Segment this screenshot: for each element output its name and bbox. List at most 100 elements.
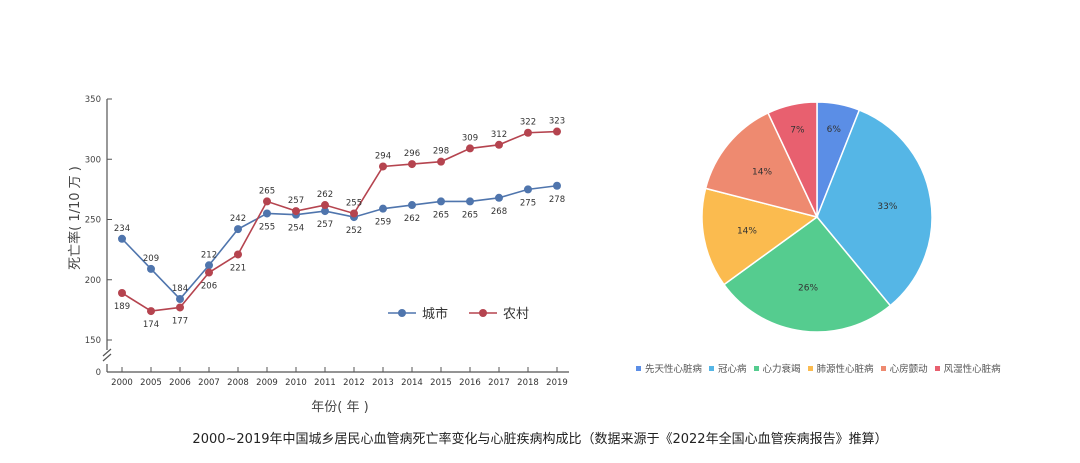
x-tick-label: 2010 xyxy=(285,378,307,388)
x-tick-label: 2016 xyxy=(459,378,481,388)
pie-slice-label: 7% xyxy=(790,125,805,135)
data-label: 252 xyxy=(346,226,362,236)
data-point xyxy=(408,160,416,169)
data-point xyxy=(263,209,271,218)
x-tick-label: 2013 xyxy=(372,378,394,388)
data-point xyxy=(176,295,184,304)
pie-slice xyxy=(816,109,933,307)
legend-label: 冠心病 xyxy=(718,364,747,375)
pie-slice xyxy=(767,101,818,218)
data-point xyxy=(118,289,126,298)
data-point xyxy=(147,264,155,273)
data-label: 259 xyxy=(375,218,391,228)
data-point xyxy=(205,261,213,270)
data-label: 174 xyxy=(143,320,159,330)
pie-slice-label: 14% xyxy=(752,168,772,178)
data-label: 278 xyxy=(549,195,565,205)
pie-legend-item: 风湿性心脏病 xyxy=(934,361,1001,375)
y-tick-label: 200 xyxy=(85,276,101,286)
data-label: 177 xyxy=(172,316,188,326)
data-point xyxy=(495,140,503,149)
x-tick-label: 2007 xyxy=(198,378,220,388)
data-label: 184 xyxy=(172,284,188,294)
data-point xyxy=(176,303,184,312)
data-label: 322 xyxy=(520,118,536,128)
pie-legend-item: 肺源性心脏病 xyxy=(807,361,874,375)
data-label: 254 xyxy=(288,224,304,234)
pie-slice-label: 26% xyxy=(798,284,818,294)
data-label: 275 xyxy=(520,198,536,208)
data-label: 265 xyxy=(462,210,478,220)
data-point xyxy=(321,207,329,216)
data-point xyxy=(524,128,532,137)
x-tick-label: 2012 xyxy=(343,378,365,388)
data-label: 294 xyxy=(375,151,391,161)
x-tick-label: 2005 xyxy=(140,378,162,388)
series-line-urban xyxy=(121,184,558,301)
axis-break-mark xyxy=(102,348,112,362)
data-point xyxy=(553,181,561,190)
data-label: 255 xyxy=(346,198,362,208)
y-tick-label: 350 xyxy=(85,95,101,105)
data-point xyxy=(379,204,387,213)
pie-slice xyxy=(704,111,819,219)
legend-swatch xyxy=(636,365,641,371)
data-label: 255 xyxy=(259,222,275,232)
pie-legend-item: 冠心病 xyxy=(709,361,747,375)
x-tick-label: 2011 xyxy=(314,378,336,388)
legend-label: 风湿性心脏病 xyxy=(943,364,1001,375)
data-label: 262 xyxy=(404,214,420,224)
x-tick-label: 2014 xyxy=(401,378,423,388)
x-tick-label: 2006 xyxy=(169,378,191,388)
pie-legend-item: 心力衰竭 xyxy=(753,361,801,375)
data-point xyxy=(408,201,416,210)
data-point xyxy=(205,268,213,277)
figure-caption: 2000~2019年中国城乡居民心血管病死亡率变化与心脏疾病构成比（数据来源于《… xyxy=(192,432,888,447)
pie-legend-item: 先天性心脏病 xyxy=(636,361,702,375)
x-tick-label: 2009 xyxy=(256,378,278,388)
legend-marker xyxy=(479,309,487,317)
legend-label: 先天性心脏病 xyxy=(645,364,703,375)
data-label: 212 xyxy=(201,250,217,260)
data-label: 309 xyxy=(462,133,478,143)
legend-label: 心房颤动 xyxy=(889,364,928,375)
data-label: 257 xyxy=(288,196,304,206)
x-tick-label: 2008 xyxy=(227,378,249,388)
data-label: 298 xyxy=(433,147,449,157)
data-point xyxy=(437,197,445,206)
legend-swatch xyxy=(934,365,940,371)
data-label: 206 xyxy=(201,282,217,292)
pie-slice-label: 6% xyxy=(827,125,842,135)
data-point xyxy=(234,250,242,259)
pie-slice-label: 33% xyxy=(877,202,897,212)
legend-label: 城市 xyxy=(422,306,448,322)
legend-swatch xyxy=(807,365,813,371)
data-label: 262 xyxy=(317,190,333,200)
pie-chart: 6% 33% 26% 14% 14% 7% xyxy=(701,101,933,333)
data-point xyxy=(466,144,474,153)
data-point xyxy=(524,185,532,194)
data-point xyxy=(147,307,155,316)
x-axis-title: 年份( 年 ) xyxy=(311,400,368,415)
data-label: 234 xyxy=(114,224,130,234)
data-point xyxy=(379,162,387,171)
data-label: 189 xyxy=(114,302,130,312)
y-tick-label: 0 xyxy=(96,368,101,378)
legend-swatch xyxy=(709,365,715,371)
data-label: 268 xyxy=(491,207,507,217)
line-chart: 150 200 250 300 350 0 2000 2005 2006 2007 2008 2009… xyxy=(67,95,569,415)
x-tick-label: 2019 xyxy=(546,378,568,388)
data-label: 221 xyxy=(230,263,246,273)
y-axis-title: 死亡率( 1/10 万 ) xyxy=(67,166,83,270)
data-point xyxy=(350,209,358,218)
data-point xyxy=(263,197,271,206)
pie-slice-label: 14% xyxy=(737,226,757,236)
data-point xyxy=(234,225,242,234)
x-tick-label: 2017 xyxy=(488,378,510,388)
y-tick-label: 150 xyxy=(85,336,101,346)
data-point xyxy=(321,201,329,210)
pie-legend: 先天性心脏病 冠心病 心力衰竭 肺源性心脏病 心房颤动 风湿性心脏病 xyxy=(636,360,1008,376)
legend-swatch xyxy=(753,365,759,371)
series-line-rural xyxy=(121,130,558,312)
data-label: 209 xyxy=(143,254,159,264)
